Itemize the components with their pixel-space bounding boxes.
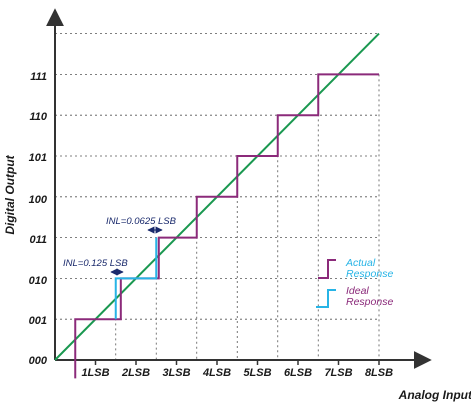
x-tick-label: 6LSB bbox=[284, 367, 312, 379]
x-tick-label: 7LSB bbox=[324, 367, 352, 379]
x-tick-label: 5LSB bbox=[243, 367, 271, 379]
y-tick-label: 110 bbox=[29, 111, 47, 123]
legend-label-line: Actual bbox=[345, 257, 376, 269]
legend: Actual Response Ideal Response bbox=[316, 257, 393, 308]
legend-label-line: Response bbox=[346, 268, 393, 280]
inl-label: INL=0.125 LSB bbox=[63, 258, 128, 269]
legend-label-line: Response bbox=[346, 296, 393, 308]
y-tick-labels: 000 001 010 011 100 101 110 111 bbox=[29, 71, 48, 367]
legend-label: Actual Response bbox=[345, 257, 393, 280]
y-tick-label: 010 bbox=[29, 275, 48, 287]
x-axis-label: Analog Input bbox=[398, 388, 471, 402]
y-tick-label: 001 bbox=[29, 315, 47, 327]
x-tick-label: 1LSB bbox=[81, 367, 109, 379]
y-tick-label: 000 bbox=[29, 355, 48, 367]
x-tick-labels: 1LSB 2LSB 3LSB 4LSB 5LSB 6LSB 7LSB 8LSB bbox=[81, 367, 393, 379]
inl-label: INL=0.0625 LSB bbox=[106, 216, 177, 227]
y-tick-label: 011 bbox=[29, 234, 47, 246]
inl-annotation-1: INL=0.125 LSB bbox=[63, 258, 128, 276]
y-tick-label: 111 bbox=[30, 71, 47, 83]
x-tick-marks bbox=[94, 360, 380, 365]
x-tick-label: 4LSB bbox=[202, 367, 231, 379]
y-axis-label: Digital Output bbox=[3, 154, 17, 234]
legend-label: Ideal Response bbox=[346, 285, 393, 308]
y-tick-label: 100 bbox=[29, 194, 48, 206]
legend-actual-swatch bbox=[316, 289, 336, 308]
x-tick-label: 3LSB bbox=[162, 367, 190, 379]
x-tick-label: 2LSB bbox=[121, 367, 150, 379]
ideal-response-steps bbox=[74, 73, 379, 379]
legend-ideal-swatch bbox=[318, 259, 336, 279]
actual-response-steps bbox=[114, 237, 158, 320]
inl-annotation-2: INL=0.0625 LSB bbox=[106, 216, 177, 234]
x-tick-label: 8LSB bbox=[365, 367, 393, 379]
legend-label-line: Ideal bbox=[346, 285, 369, 297]
y-tick-label: 101 bbox=[29, 152, 47, 164]
